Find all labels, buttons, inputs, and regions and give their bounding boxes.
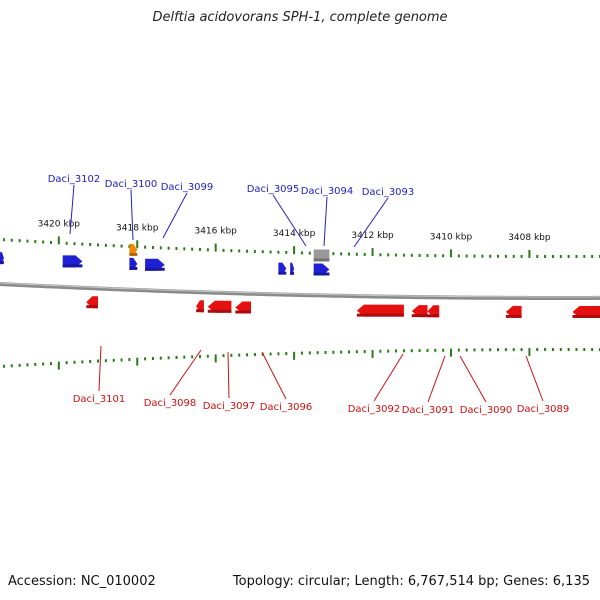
accession-text: Accession: NC_010002 bbox=[8, 574, 156, 589]
backbone-highlight bbox=[0, 282, 600, 298]
tick-label: 3414 kbp bbox=[273, 229, 316, 239]
gene-label[interactable]: Daci_3100 bbox=[105, 179, 158, 190]
gene-arrow-shadow bbox=[62, 264, 83, 268]
gene-label-leader bbox=[525, 355, 544, 402]
genome-backbone bbox=[0, 281, 600, 300]
gene-arrow-shadow bbox=[86, 305, 98, 309]
gene-arrow-shadow bbox=[235, 310, 251, 314]
gene-label[interactable]: Daci_3091 bbox=[402, 405, 455, 416]
gene-label[interactable]: Daci_3090 bbox=[460, 405, 513, 416]
gene-label[interactable]: Daci_3102 bbox=[48, 174, 101, 185]
tick-label: 3412 kbp bbox=[351, 231, 394, 241]
gene-label-leader bbox=[353, 197, 389, 248]
gene-arrow-shadow bbox=[129, 252, 138, 256]
tick-labels: 3420 kbp 3418 kbp 3416 kbp 3414 kbp 3412 kbp… bbox=[38, 219, 551, 243]
gene-label-leader bbox=[427, 355, 446, 403]
gene-label-leader bbox=[323, 196, 328, 247]
genome-title: Delftia acidovorans SPH-1, complete geno… bbox=[152, 10, 448, 25]
gene-arrow-shadow bbox=[290, 271, 295, 275]
gene-label-leader bbox=[227, 351, 230, 399]
gene-arrow-shadow bbox=[313, 258, 330, 262]
gene-arrow-shadow bbox=[207, 309, 232, 313]
gene-label[interactable]: Daci_3101 bbox=[73, 394, 126, 405]
gene-arrow-shadow bbox=[0, 261, 4, 265]
gene-label[interactable]: Daci_3096 bbox=[260, 402, 313, 413]
gene-label-leader bbox=[98, 345, 102, 392]
gene-label-leaders bbox=[69, 184, 544, 403]
tick-row-bottom bbox=[2, 348, 600, 370]
reverse-genes bbox=[86, 296, 600, 318]
tick-label: 3410 kbp bbox=[430, 232, 473, 242]
gene-arrow-shadow bbox=[427, 314, 440, 318]
gene-label-leader bbox=[169, 349, 202, 396]
tick-label: 3416 kbp bbox=[194, 227, 237, 237]
gene-arrow-shadow bbox=[145, 267, 165, 271]
gene-arrow-shadow bbox=[356, 313, 404, 317]
gene-label[interactable]: Daci_3098 bbox=[144, 398, 197, 409]
gene-arrow-shadow bbox=[505, 314, 522, 318]
tick-label: 3408 kbp bbox=[508, 233, 551, 243]
forward-genes bbox=[0, 243, 330, 276]
gene-label-leader bbox=[459, 355, 487, 403]
backbone-layer bbox=[0, 281, 600, 300]
gene-label-leader bbox=[272, 194, 307, 247]
gene-label[interactable]: Daci_3093 bbox=[362, 187, 415, 198]
tick-label: 3420 kbp bbox=[38, 219, 81, 229]
gene-label[interactable]: Daci_3097 bbox=[203, 401, 256, 412]
gene-label-leader bbox=[261, 351, 287, 400]
gene-label[interactable]: Daci_3089 bbox=[517, 404, 570, 415]
gene-arrow-shadow bbox=[278, 271, 287, 275]
gene-arrow-shadow bbox=[196, 309, 204, 313]
gene-label[interactable]: Daci_3099 bbox=[161, 182, 214, 193]
gene-label-leader bbox=[130, 189, 134, 241]
gene-labels: Daci_3102 Daci_3100 Daci_3099 Daci_3095 Daci… bbox=[48, 174, 570, 416]
tick-row-top bbox=[2, 236, 600, 258]
gene-label[interactable]: Daci_3092 bbox=[348, 404, 401, 415]
tick-label: 3418 kbp bbox=[116, 223, 159, 233]
gene-label-leader bbox=[373, 353, 404, 402]
gene-label[interactable]: Daci_3095 bbox=[247, 184, 300, 195]
gene-arrow-shadow bbox=[411, 314, 428, 318]
gene-arrow-shadow bbox=[129, 266, 138, 270]
gene-label-leader bbox=[162, 192, 188, 239]
genome-summary-text: Topology: circular; Length: 6,767,514 bp… bbox=[232, 574, 590, 589]
gene-arrow-shadow bbox=[572, 315, 600, 318]
gene-arrow-shadow bbox=[313, 272, 330, 276]
gene-label-leader bbox=[69, 184, 75, 235]
gene-label[interactable]: Daci_3094 bbox=[301, 186, 354, 197]
